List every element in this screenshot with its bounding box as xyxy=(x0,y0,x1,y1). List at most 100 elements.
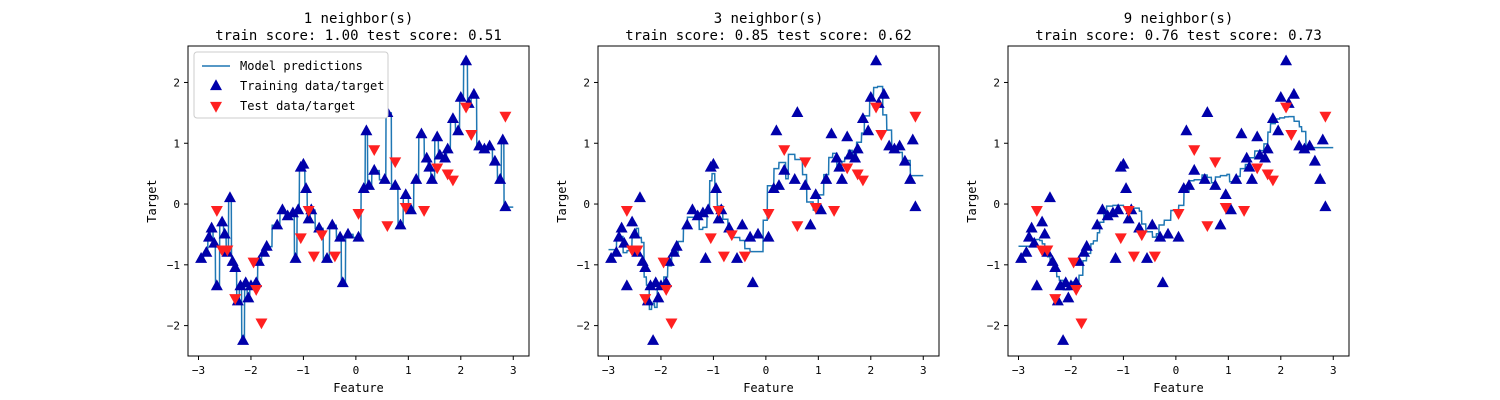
train-point xyxy=(712,212,725,224)
train-point xyxy=(1188,163,1201,175)
train-point xyxy=(431,130,444,142)
test-point xyxy=(725,230,738,242)
train-point xyxy=(362,179,375,190)
test-point xyxy=(446,175,459,187)
train-point xyxy=(1154,230,1167,242)
train-point xyxy=(1043,191,1056,203)
test-point xyxy=(738,251,751,263)
test-point xyxy=(909,111,922,123)
train-point xyxy=(258,245,271,257)
x-tick-label: 1 xyxy=(815,364,822,377)
train-point xyxy=(1028,236,1041,248)
test-point xyxy=(1261,169,1274,181)
chart-title: 1 neighbor(s) xyxy=(304,11,414,27)
test-point xyxy=(1148,251,1161,263)
train-point xyxy=(289,252,302,263)
train-point xyxy=(820,173,833,184)
test-point xyxy=(809,202,822,214)
train-point xyxy=(888,142,901,154)
train-point xyxy=(788,173,801,184)
train-point xyxy=(1117,157,1130,169)
y-tick-label: −1 xyxy=(577,259,590,272)
test-point xyxy=(499,111,512,123)
test-point xyxy=(762,209,775,220)
test-point xyxy=(1135,230,1148,242)
train-point xyxy=(389,179,402,190)
legend: Model predictions Training data/target Tes… xyxy=(193,51,389,119)
train-point xyxy=(1314,173,1327,184)
x-axis-label: Feature xyxy=(743,381,794,395)
train-point xyxy=(1219,188,1232,200)
train-point xyxy=(707,157,720,169)
train-point xyxy=(297,157,310,169)
train-point xyxy=(618,236,631,248)
subplot-2: 3 neighbor(s)train score: 0.85 test scor… xyxy=(555,11,940,395)
train-point xyxy=(1025,221,1038,233)
train-point xyxy=(467,87,480,99)
train-point xyxy=(1198,173,1211,184)
chart-title: 3 neighbor(s) xyxy=(714,11,824,27)
train-point xyxy=(1316,133,1329,145)
train-point xyxy=(1319,200,1332,212)
train-point xyxy=(1230,173,1243,184)
train-point xyxy=(423,160,436,172)
train-point xyxy=(499,200,512,212)
train-point xyxy=(877,87,890,99)
train-point xyxy=(321,252,334,263)
x-tick-label: 1 xyxy=(1225,364,1232,377)
train-point xyxy=(1109,252,1122,263)
train-point xyxy=(483,139,496,151)
test-point xyxy=(620,206,633,217)
train-point xyxy=(746,276,759,288)
x-tick-label: 0 xyxy=(1173,364,1180,377)
test-point xyxy=(368,145,381,157)
train-point xyxy=(439,151,452,163)
test-point xyxy=(210,206,223,217)
test-point xyxy=(1067,257,1080,269)
x-tick-label: −1 xyxy=(297,364,310,377)
legend-entry: Model predictions xyxy=(240,59,363,73)
train-point xyxy=(696,206,709,218)
train-point xyxy=(200,245,213,257)
test-point xyxy=(381,221,394,233)
x-tick-label: 3 xyxy=(510,364,517,377)
train-point xyxy=(620,279,633,291)
train-point xyxy=(1120,182,1133,193)
legend-entry: Test data/target xyxy=(240,99,356,113)
test-point xyxy=(1266,175,1279,187)
train-point xyxy=(342,227,355,239)
test-point xyxy=(1319,111,1332,123)
train-point xyxy=(1274,90,1287,102)
train-point xyxy=(670,239,683,251)
test-point xyxy=(1049,294,1062,305)
train-point xyxy=(1298,142,1311,154)
x-tick-label: −3 xyxy=(602,364,615,377)
train-point xyxy=(494,173,507,184)
train-point xyxy=(454,90,467,102)
train-point xyxy=(767,182,780,193)
train-point xyxy=(237,334,250,345)
test-point xyxy=(791,221,804,233)
y-tick-label: 2 xyxy=(173,76,180,89)
y-tick-label: −1 xyxy=(167,259,180,272)
train-point xyxy=(313,221,326,233)
train-point xyxy=(686,203,699,215)
test-point xyxy=(1127,251,1140,263)
train-point xyxy=(394,218,407,230)
train-point xyxy=(1240,151,1253,163)
x-tick-label: 0 xyxy=(763,364,770,377)
train-point xyxy=(1080,239,1093,251)
train-point xyxy=(628,227,641,239)
train-point xyxy=(1112,203,1125,215)
train-point xyxy=(1280,54,1293,66)
train-point xyxy=(1308,154,1321,166)
train-point xyxy=(496,133,509,145)
train-point xyxy=(612,230,625,242)
test-point xyxy=(328,251,341,263)
test-point xyxy=(294,233,307,245)
test-point xyxy=(250,285,263,296)
test-point xyxy=(1251,163,1264,175)
y-tick-label: 0 xyxy=(993,198,1000,211)
test-point xyxy=(841,163,854,175)
train-point xyxy=(300,182,313,193)
